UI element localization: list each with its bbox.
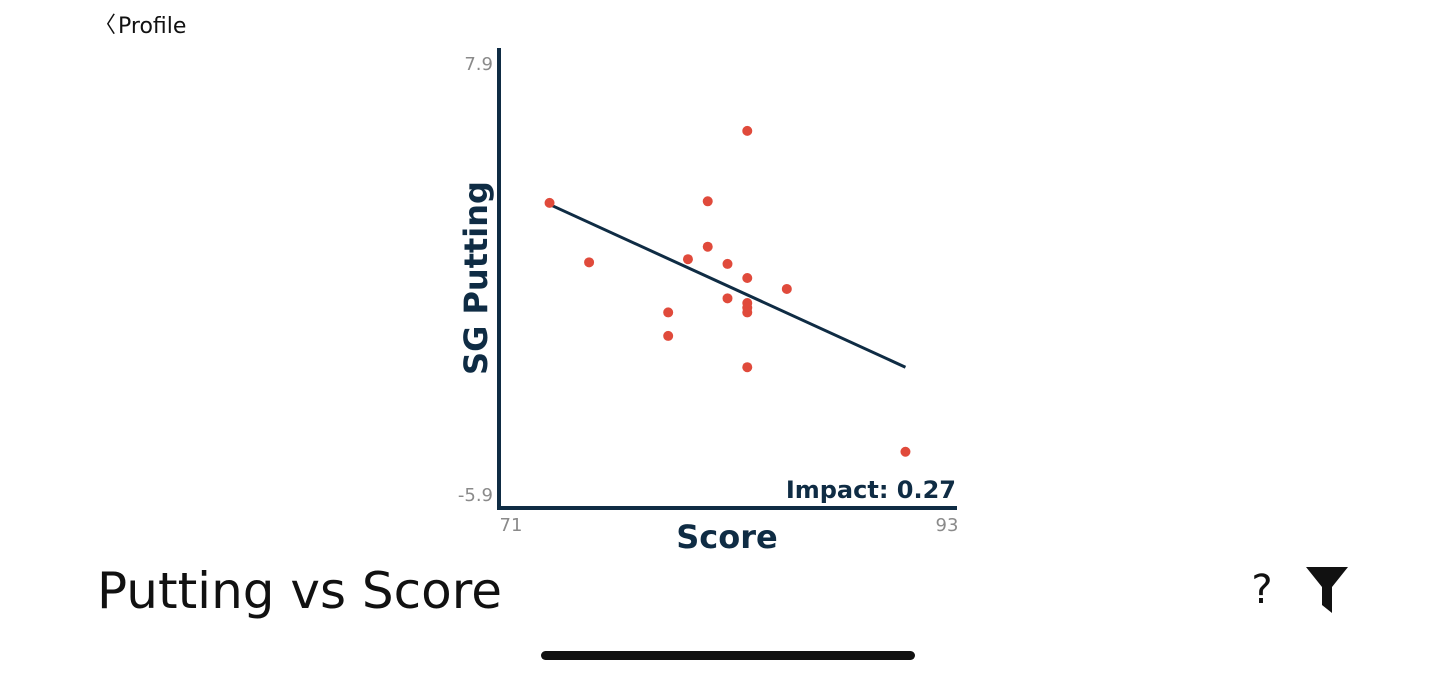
filter-funnel-icon — [1306, 567, 1348, 613]
scatter-chart-svg: 7.9 -5.9 71 93 Score SG Putting Impact: 0.27 — [457, 48, 958, 556]
data-point — [702, 241, 713, 252]
data-point — [722, 293, 733, 304]
data-point — [742, 125, 753, 136]
y-tick-label-min: -5.9 — [458, 485, 493, 506]
data-point — [682, 254, 693, 265]
data-point — [742, 307, 753, 318]
back-button[interactable]: 〈 Profile — [94, 10, 186, 42]
chevron-left-icon: 〈 — [94, 13, 117, 38]
data-point — [663, 307, 674, 318]
chart-plot-layer: 7.9 -5.9 71 93 Score SG Putting Impact: 0.27 — [457, 48, 958, 556]
data-point — [722, 258, 733, 269]
x-tick-label-min: 71 — [500, 515, 523, 536]
x-tick-label-max: 93 — [936, 515, 959, 536]
back-button-label: Profile — [118, 13, 187, 39]
x-axis-title: Score — [676, 518, 777, 556]
data-point — [663, 330, 674, 341]
y-tick-label-max: 7.9 — [464, 54, 493, 75]
filter-button[interactable] — [1302, 564, 1352, 616]
data-point — [702, 196, 713, 207]
impact-annotation: Impact: 0.27 — [786, 476, 956, 504]
data-point — [584, 257, 595, 268]
home-indicator — [541, 651, 915, 660]
data-point — [544, 197, 555, 208]
y-axis-title: SG Putting — [457, 181, 495, 375]
page-title: Putting vs Score — [97, 562, 502, 620]
data-point — [900, 446, 911, 457]
data-point — [742, 362, 753, 373]
trend-line — [548, 203, 907, 369]
scatter-chart: 7.9 -5.9 71 93 Score SG Putting Impact: 0.27 — [440, 40, 980, 560]
data-point — [742, 273, 753, 283]
help-button[interactable]: ? — [1251, 567, 1273, 613]
data-point — [781, 283, 792, 294]
